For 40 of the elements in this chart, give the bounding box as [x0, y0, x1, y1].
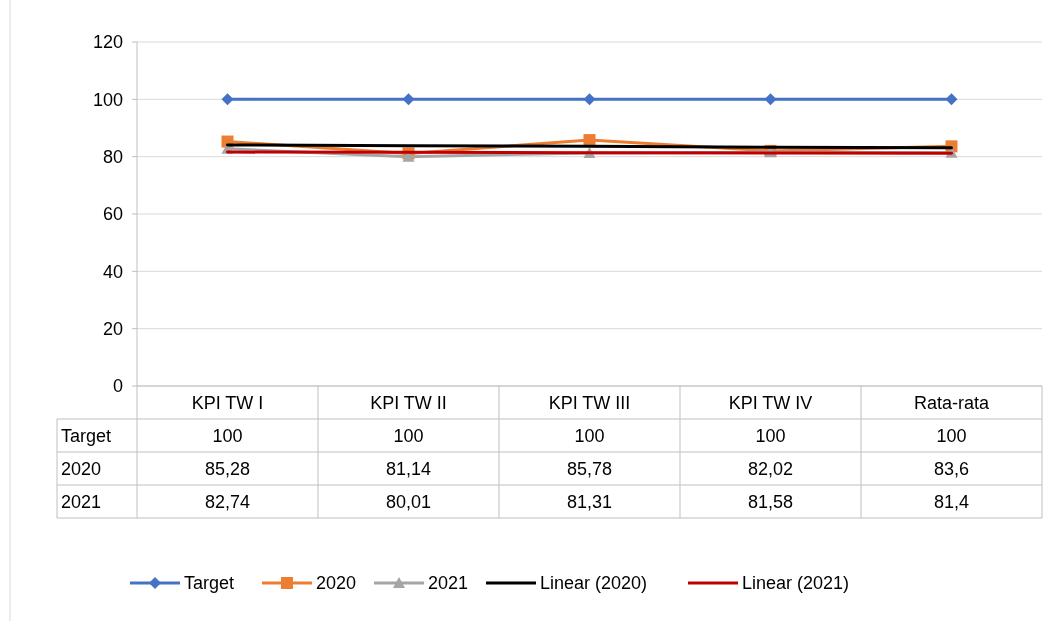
legend-label: 2020 [316, 573, 357, 594]
x-tick-label: KPI TW III [548, 392, 631, 413]
point [583, 93, 596, 106]
legend-label: Target [184, 573, 235, 594]
point [945, 93, 958, 106]
point [402, 93, 415, 106]
legend-label: Linear (2020) [540, 573, 648, 594]
y-tick-label: 0 [112, 376, 123, 397]
data-label: 100 [936, 425, 967, 446]
data-label: 83,6 [933, 458, 970, 479]
text: Target [61, 425, 112, 446]
data-label: 81,31 [566, 491, 613, 512]
data-label: 100 [212, 425, 243, 446]
legend-label: Linear (2021) [742, 573, 850, 594]
data-label: 82,02 [747, 458, 794, 479]
y-tick-label: 40 [102, 261, 123, 282]
y-tick-label: 100 [92, 89, 123, 110]
data-label: 80,01 [385, 491, 432, 512]
data-label: 82,74 [204, 491, 251, 512]
legend-label: 2021 [428, 573, 469, 594]
data-label: 85,28 [204, 458, 251, 479]
x-tick-label: KPI TW I [191, 392, 264, 413]
x-tick-label: KPI TW IV [728, 392, 813, 413]
y-tick-label: 60 [102, 204, 123, 225]
point [764, 93, 777, 106]
data-label: 100 [755, 425, 786, 446]
data-label: 85,78 [566, 458, 613, 479]
data-label: 100 [574, 425, 605, 446]
point [221, 93, 234, 106]
text: 2020 [61, 458, 102, 479]
y-tick-label: 20 [102, 318, 123, 339]
x-tick-label: Rata-rata [913, 392, 990, 413]
x-tick-label: KPI TW II [370, 392, 447, 413]
data-label: 81,58 [747, 491, 794, 512]
data-label: 81,14 [385, 458, 432, 479]
data-label: 81,4 [933, 491, 970, 512]
text: 2021 [61, 491, 102, 512]
data-label: 100 [393, 425, 424, 446]
y-tick-label: 120 [92, 32, 123, 53]
y-tick-label: 80 [102, 146, 123, 167]
